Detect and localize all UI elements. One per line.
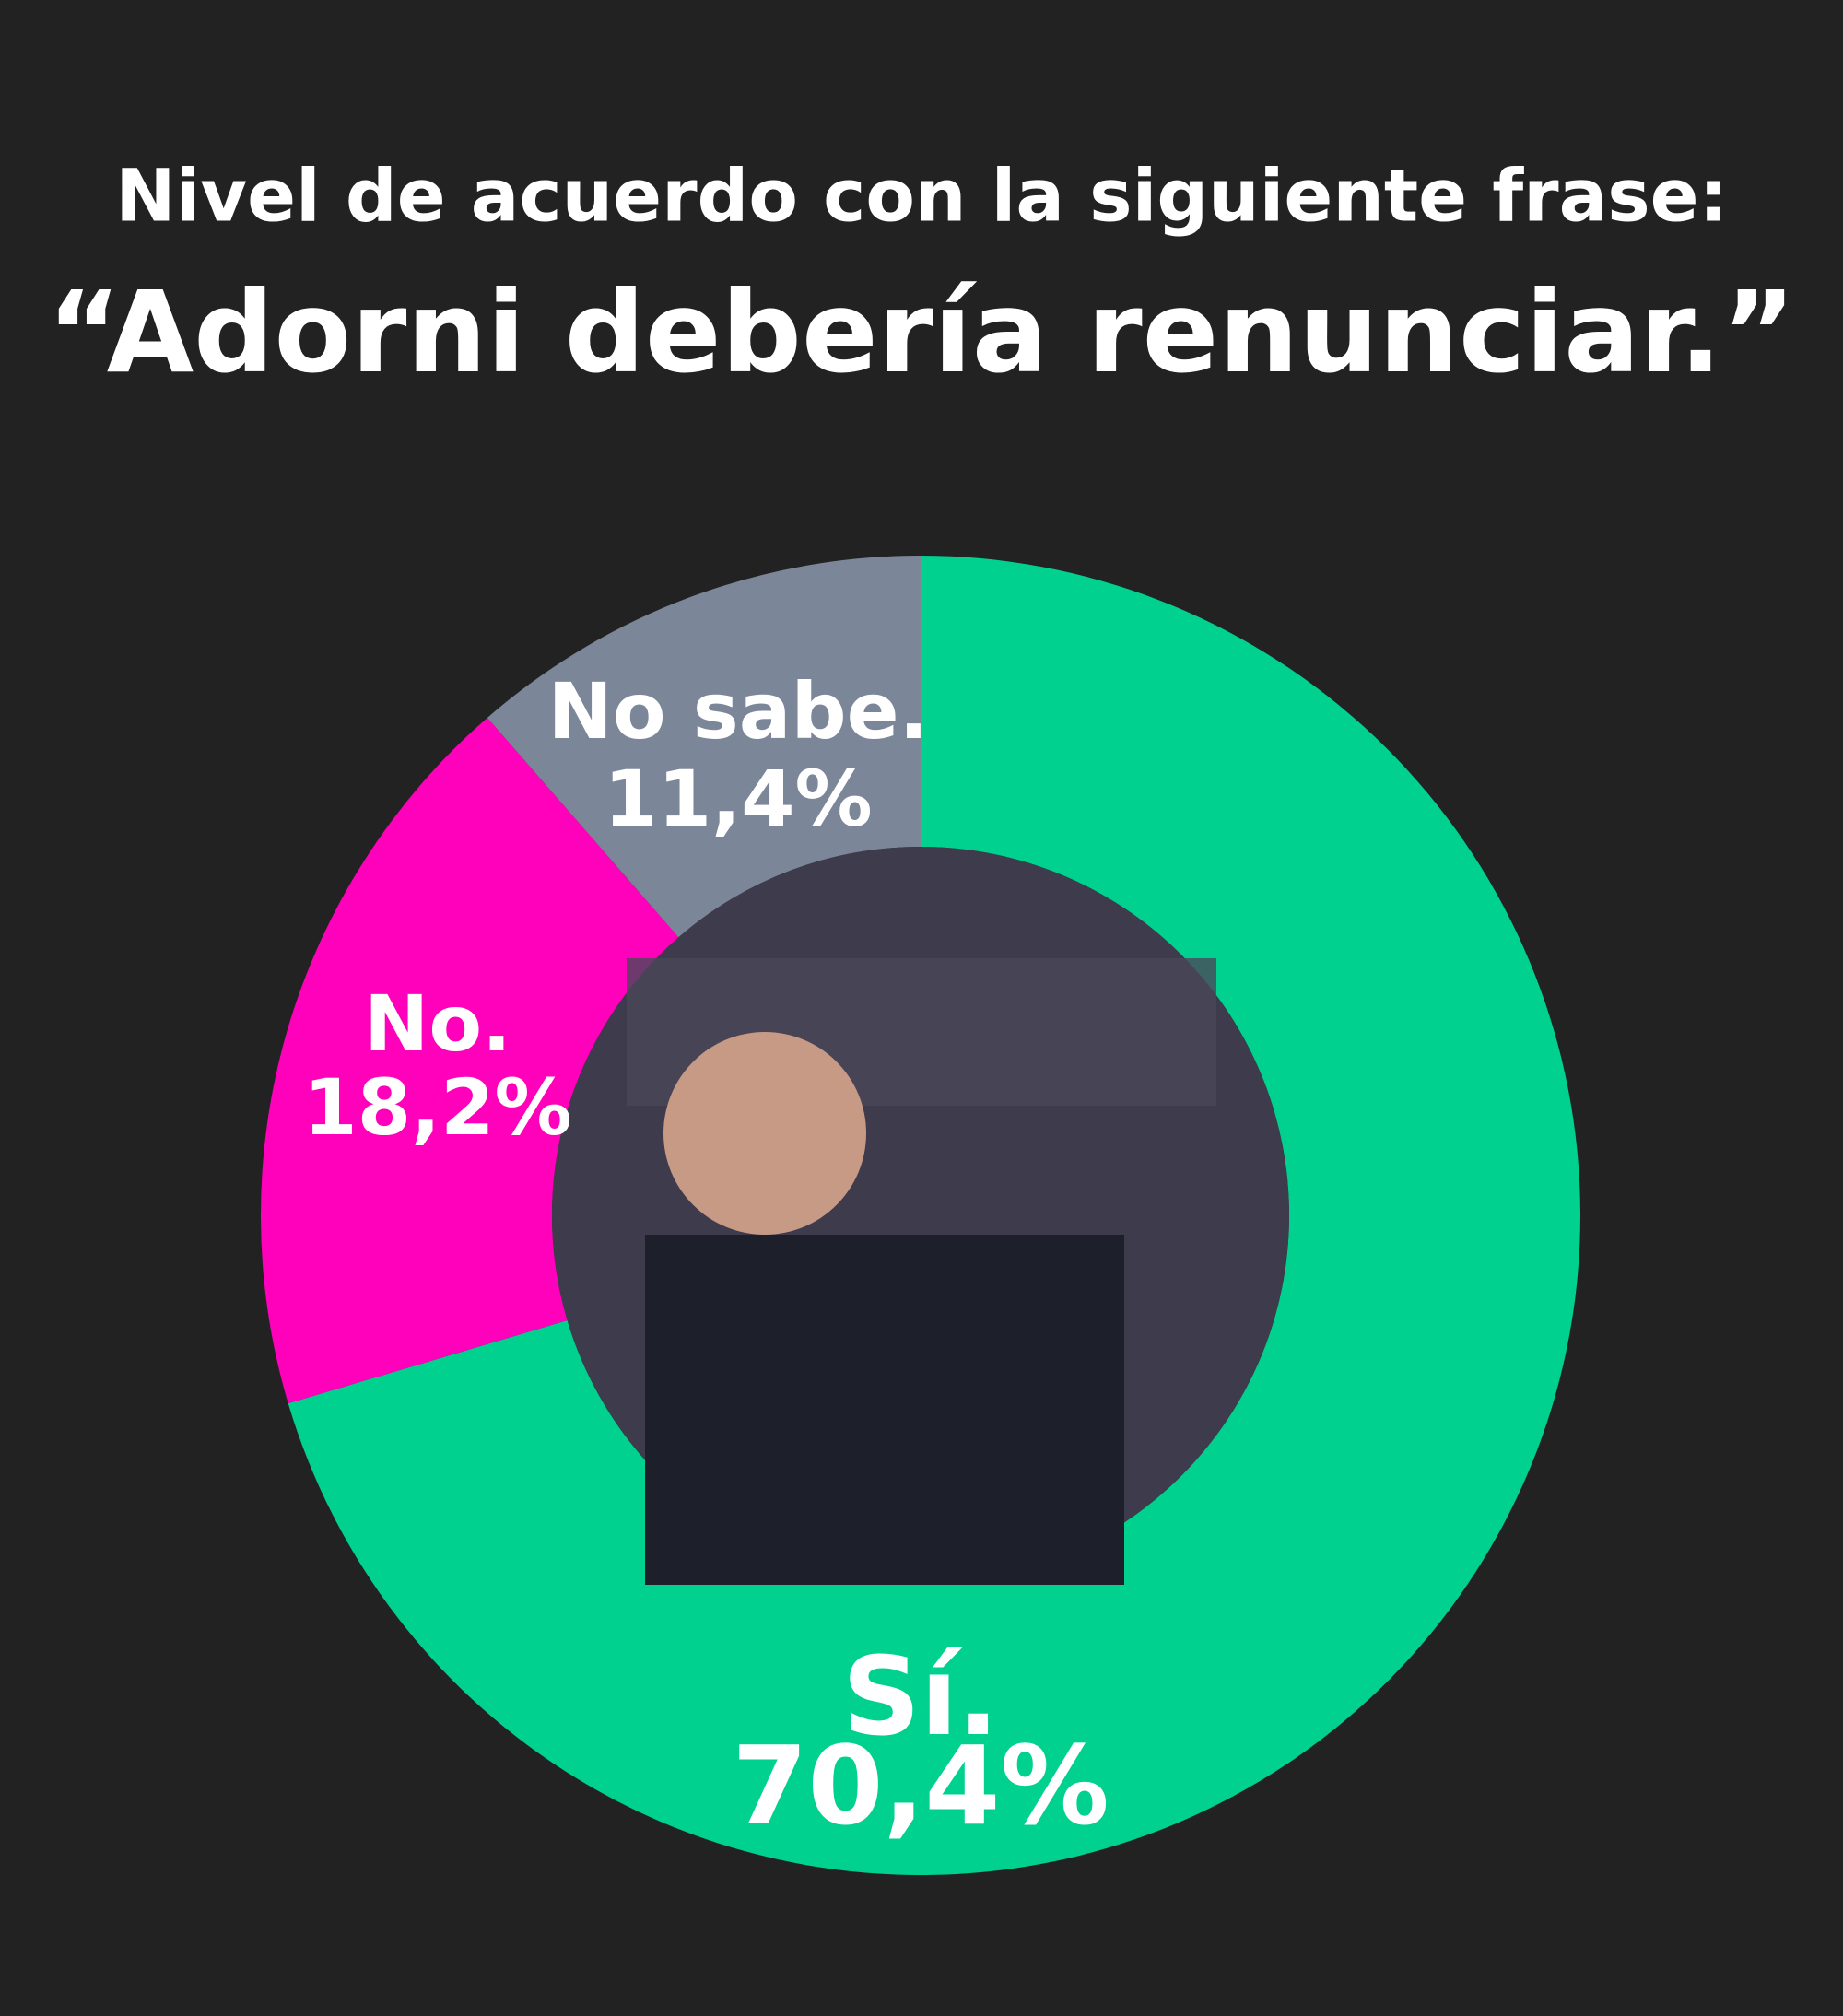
- category-label: No.: [364, 979, 511, 1069]
- donut: [261, 556, 1580, 1875]
- value-label: 11,4%: [604, 754, 872, 844]
- category-label: No sabe.: [548, 666, 929, 756]
- donut-slice: [288, 556, 1580, 1875]
- chart-title: Nivel de acuerdo con la siguiente frase:: [115, 155, 1728, 238]
- category-label: Sí.: [842, 1633, 999, 1760]
- labels: Sí.70,4% No.18,2% No sabe.11,4%: [303, 666, 1109, 1849]
- chart-subtitle: “Adorni debería renunciar.”: [47, 267, 1796, 398]
- value-label: 18,2%: [303, 1062, 571, 1153]
- center-photo: [552, 847, 1289, 1585]
- donut-slice: [261, 717, 679, 1404]
- donut-slice: [487, 556, 921, 938]
- value-label: 70,4%: [732, 1722, 1109, 1849]
